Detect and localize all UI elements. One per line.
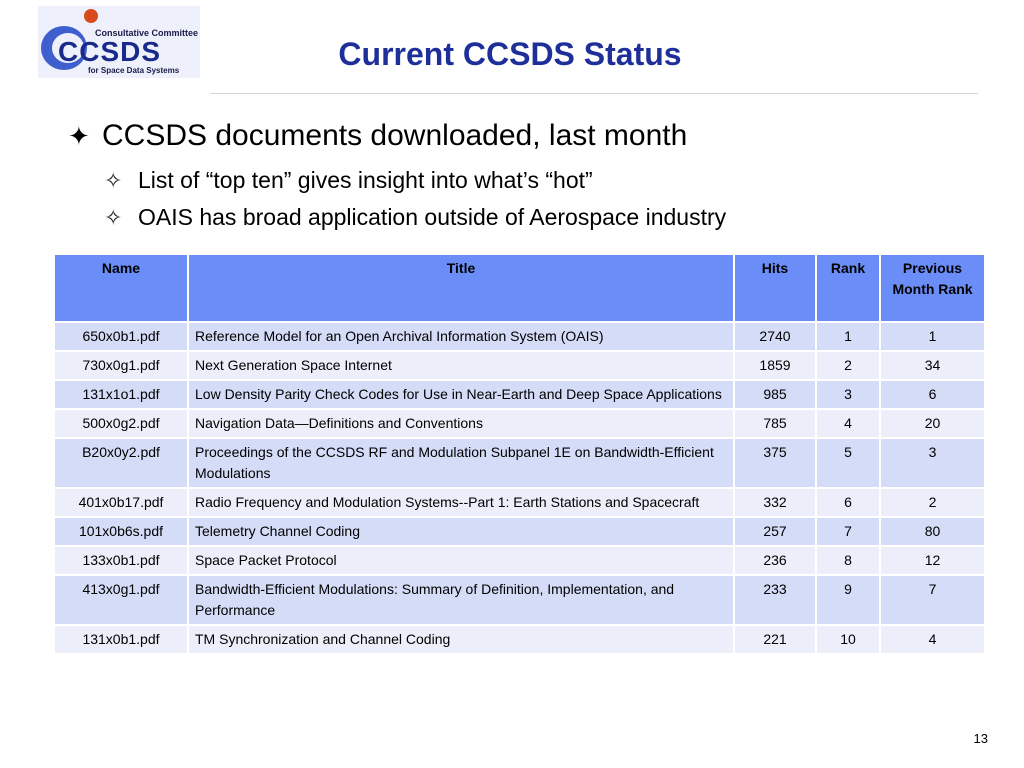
cell-title: TM Synchronization and Channel Coding	[187, 624, 735, 655]
table-row: B20x0y2.pdf Proceedings of the CCSDS RF …	[53, 437, 986, 489]
cell-title: Telemetry Channel Coding	[187, 516, 735, 547]
header-rank: Rank	[815, 253, 881, 323]
cell-hits: 257	[733, 516, 817, 547]
sub-bullet: ✧ OAIS has broad application outside of A…	[104, 202, 726, 233]
ccsds-logo: Consultative Committee CCSDS for Space D…	[38, 6, 200, 78]
table-row: 131x1o1.pdf Low Density Parity Check Cod…	[53, 379, 986, 410]
cell-prev-rank: 12	[879, 545, 986, 576]
main-bullet-text: CCSDS documents downloaded, last month	[102, 119, 688, 152]
header-previous-month-rank: Previous Month Rank	[879, 253, 986, 323]
ccsds-logo-graphic: Consultative Committee CCSDS for Space D…	[38, 6, 200, 78]
title-divider	[210, 93, 978, 94]
cell-name: 131x0b1.pdf	[53, 624, 189, 655]
cell-name: 500x0g2.pdf	[53, 408, 189, 439]
cell-title: Space Packet Protocol	[187, 545, 735, 576]
cell-prev-rank: 7	[879, 574, 986, 626]
cell-rank: 3	[815, 379, 881, 410]
cell-title: Reference Model for an Open Archival Inf…	[187, 321, 735, 352]
cell-hits: 236	[733, 545, 817, 576]
cell-name: 413x0g1.pdf	[53, 574, 189, 626]
logo-line1: Consultative Committee	[95, 28, 198, 38]
cell-name: 101x0b6s.pdf	[53, 516, 189, 547]
sub-bullet-text: List of “top ten” gives insight into wha…	[138, 167, 593, 193]
cell-name: 401x0b17.pdf	[53, 487, 189, 518]
logo-line2: for Space Data Systems	[88, 66, 180, 75]
cell-prev-rank: 1	[879, 321, 986, 352]
table-row: 730x0g1.pdf Next Generation Space Intern…	[53, 350, 986, 381]
outline-star-icon: ✧	[104, 168, 123, 193]
cell-rank: 10	[815, 624, 881, 655]
cell-title: Radio Frequency and Modulation Systems--…	[187, 487, 735, 518]
cell-hits: 2740	[733, 321, 817, 352]
cell-name: B20x0y2.pdf	[53, 437, 189, 489]
cell-title: Bandwidth-Efficient Modulations: Summary…	[187, 574, 735, 626]
header-title: Title	[187, 253, 735, 323]
cell-hits: 375	[733, 437, 817, 489]
cell-rank: 8	[815, 545, 881, 576]
cell-name: 131x1o1.pdf	[53, 379, 189, 410]
cell-title: Next Generation Space Internet	[187, 350, 735, 381]
table-row: 500x0g2.pdf Navigation Data—Definitions …	[53, 408, 986, 439]
page-number: 13	[973, 731, 988, 746]
cell-rank: 9	[815, 574, 881, 626]
cell-prev-rank: 34	[879, 350, 986, 381]
cell-prev-rank: 6	[879, 379, 986, 410]
cell-rank: 7	[815, 516, 881, 547]
cell-prev-rank: 80	[879, 516, 986, 547]
table-header-row: Name Title Hits Rank Previous Month Rank	[53, 253, 986, 323]
sub-bullet: ✧ List of “top ten” gives insight into wh…	[104, 165, 593, 196]
table-row: 133x0b1.pdf Space Packet Protocol 236 8 …	[53, 545, 986, 576]
cell-title: Proceedings of the CCSDS RF and Modulati…	[187, 437, 735, 489]
cell-hits: 1859	[733, 350, 817, 381]
table-row: 413x0g1.pdf Bandwidth-Efficient Modulati…	[53, 574, 986, 626]
cell-title: Navigation Data—Definitions and Conventi…	[187, 408, 735, 439]
cell-prev-rank: 20	[879, 408, 986, 439]
outline-star-icon: ✧	[104, 205, 123, 230]
cell-hits: 221	[733, 624, 817, 655]
cell-hits: 785	[733, 408, 817, 439]
header-hits: Hits	[733, 253, 817, 323]
downloads-table: Name Title Hits Rank Previous Month Rank…	[53, 253, 986, 655]
cell-rank: 4	[815, 408, 881, 439]
cell-name: 730x0g1.pdf	[53, 350, 189, 381]
table-row: 401x0b17.pdf Radio Frequency and Modulat…	[53, 487, 986, 518]
cell-prev-rank: 3	[879, 437, 986, 489]
slide-title: Current CCSDS Status	[338, 36, 682, 72]
cell-name: 133x0b1.pdf	[53, 545, 189, 576]
cell-rank: 1	[815, 321, 881, 352]
sub-bullet-text: OAIS has broad application outside of Ae…	[138, 204, 727, 230]
cell-hits: 233	[733, 574, 817, 626]
cell-hits: 332	[733, 487, 817, 518]
logo-acronym: CCSDS	[58, 36, 161, 67]
cell-rank: 2	[815, 350, 881, 381]
header-name: Name	[53, 253, 189, 323]
main-bullet: ✦ CCSDS documents downloaded, last month	[68, 116, 687, 156]
cell-name: 650x0b1.pdf	[53, 321, 189, 352]
cell-prev-rank: 2	[879, 487, 986, 518]
table-row: 131x0b1.pdf TM Synchronization and Chann…	[53, 624, 986, 655]
cell-title: Low Density Parity Check Codes for Use i…	[187, 379, 735, 410]
table-row: 650x0b1.pdf Reference Model for an Open …	[53, 321, 986, 352]
table-row: 101x0b6s.pdf Telemetry Channel Coding 25…	[53, 516, 986, 547]
cell-rank: 6	[815, 487, 881, 518]
logo-orange-dot	[84, 9, 98, 23]
cell-prev-rank: 4	[879, 624, 986, 655]
cell-hits: 985	[733, 379, 817, 410]
four-point-star-icon: ✦	[68, 121, 90, 151]
cell-rank: 5	[815, 437, 881, 489]
